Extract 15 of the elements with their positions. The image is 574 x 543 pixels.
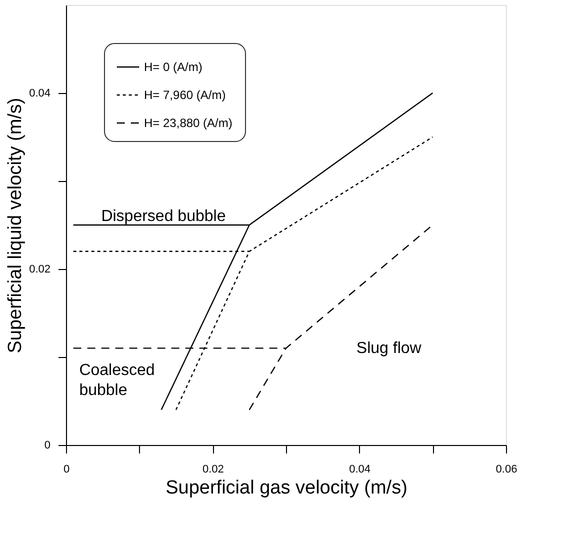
legend-label: H= 0 (A/m) <box>144 60 202 74</box>
x-tick-label: 0 <box>63 464 70 476</box>
legend-label: H= 23,880 (A/m) <box>144 116 232 130</box>
x-tick-label: 0.02 <box>202 464 224 476</box>
x-tick-label: 0.06 <box>496 464 518 476</box>
annotation: Slug flow <box>356 340 422 358</box>
annotation: Coalesced bubble <box>79 362 155 400</box>
annotation: Dispersed bubble <box>101 208 226 226</box>
y-tick-label: 0 <box>44 440 50 452</box>
y-axis-title: Superficial liquid velocity (m/s) <box>5 98 26 354</box>
y-tick-label: 0.02 <box>29 264 50 276</box>
legend-label: H= 7,960 (A/m) <box>144 88 226 102</box>
x-axis-title: Superficial gas velocity (m/s) <box>166 478 408 498</box>
y-tick-label: 0.04 <box>29 88 50 100</box>
x-tick-label: 0.04 <box>349 464 371 476</box>
